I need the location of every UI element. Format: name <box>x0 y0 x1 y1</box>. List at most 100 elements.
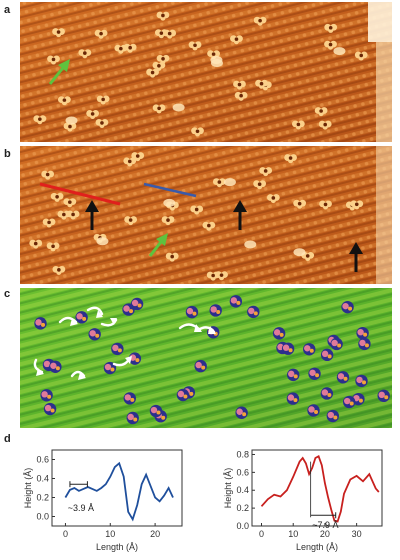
black-arrow-1 <box>85 200 99 230</box>
molecule <box>253 180 267 190</box>
molecule <box>46 242 60 252</box>
molecule <box>320 387 334 400</box>
molecule <box>307 404 320 417</box>
molecule <box>190 205 204 215</box>
panel-a-label: a <box>4 4 11 16</box>
molecule <box>206 271 220 281</box>
molecule <box>43 402 57 416</box>
bright-cluster <box>223 178 236 187</box>
molecule <box>215 271 228 281</box>
molecule <box>149 404 163 418</box>
molecule <box>156 11 170 21</box>
molecule <box>47 55 60 65</box>
stm-image-a <box>20 2 392 142</box>
molecule <box>194 359 207 373</box>
y-tick-label: 0.2 <box>236 503 249 513</box>
molecule <box>123 157 137 167</box>
red-profile-line <box>39 182 121 206</box>
bright-cluster <box>163 198 176 207</box>
panel-d-label: d <box>4 433 11 445</box>
molecule <box>111 342 124 356</box>
plot-frame <box>251 449 383 527</box>
molecule <box>131 152 145 162</box>
molecule <box>209 304 222 317</box>
molecule <box>86 110 100 120</box>
molecule <box>358 337 371 351</box>
molecule <box>320 348 334 362</box>
molecule <box>103 361 117 375</box>
molecule <box>284 154 297 164</box>
spacing-annotation: ~3.9 Å <box>68 503 94 513</box>
molecule <box>281 342 295 355</box>
molecule-features-b <box>29 152 364 281</box>
molecule <box>253 16 267 26</box>
bright-cluster <box>65 116 78 125</box>
bright-cluster <box>333 47 346 56</box>
y-tick-label: 0.0 <box>36 512 49 522</box>
rotation-arrows <box>33 306 216 380</box>
molecule <box>308 367 321 380</box>
green-arrow-a <box>48 59 70 85</box>
molecule <box>146 68 159 78</box>
y-axis-label: Height (Å) <box>23 468 33 509</box>
molecule <box>52 265 66 275</box>
molecule <box>191 127 204 137</box>
molecule <box>122 303 135 316</box>
molecule <box>326 409 340 423</box>
black-arrow-3 <box>349 242 363 272</box>
x-tick-label: 20 <box>320 529 330 539</box>
molecule <box>94 29 108 39</box>
x-axis-label: Length (Å) <box>96 542 138 552</box>
molecule <box>341 300 354 314</box>
y-tick-label: 0.0 <box>236 521 249 531</box>
bright-cluster <box>210 59 223 68</box>
panel-b-label: b <box>4 148 11 160</box>
molecule-features-a <box>33 11 368 137</box>
molecule <box>324 40 337 50</box>
molecule <box>52 28 65 38</box>
molecule <box>234 91 248 101</box>
molecule <box>128 352 142 365</box>
molecule <box>188 41 202 51</box>
molecule <box>324 23 338 33</box>
molecule <box>233 80 246 90</box>
molecule <box>152 61 166 71</box>
molecule <box>95 118 109 128</box>
y-tick-label: 0.2 <box>36 493 49 503</box>
molecule <box>40 389 53 402</box>
colour-map-c <box>20 288 392 428</box>
molecule <box>57 96 71 106</box>
molecule <box>34 317 47 330</box>
x-tick-label: 0 <box>63 529 68 539</box>
molecule <box>185 305 199 319</box>
molecule <box>330 337 343 351</box>
molecule <box>319 200 332 210</box>
molecule <box>303 343 316 356</box>
molecule <box>293 199 307 209</box>
molecule <box>63 198 77 208</box>
molecule <box>123 392 136 405</box>
y-tick-label: 0.8 <box>236 449 249 459</box>
green-arrow-b <box>148 233 168 257</box>
y-tick-label: 0.4 <box>36 474 49 484</box>
molecule <box>229 295 243 308</box>
molecule <box>165 252 179 262</box>
bright-cluster <box>96 237 109 246</box>
molecule <box>88 328 101 341</box>
molecule <box>33 115 47 125</box>
y-axis-label: Height (Å) <box>223 468 233 509</box>
bright-cluster <box>244 240 257 249</box>
x-tick-label: 30 <box>352 529 362 539</box>
molecule <box>287 368 300 382</box>
molecule <box>202 221 216 231</box>
molecule <box>247 305 260 319</box>
molecule <box>126 411 139 425</box>
molecule <box>57 210 71 220</box>
molecule <box>124 216 138 226</box>
x-tick-label: 20 <box>150 529 160 539</box>
molecule <box>314 107 328 117</box>
molecule <box>230 35 243 45</box>
molecule <box>259 167 273 177</box>
molecule <box>355 374 368 388</box>
x-tick-label: 10 <box>105 529 115 539</box>
